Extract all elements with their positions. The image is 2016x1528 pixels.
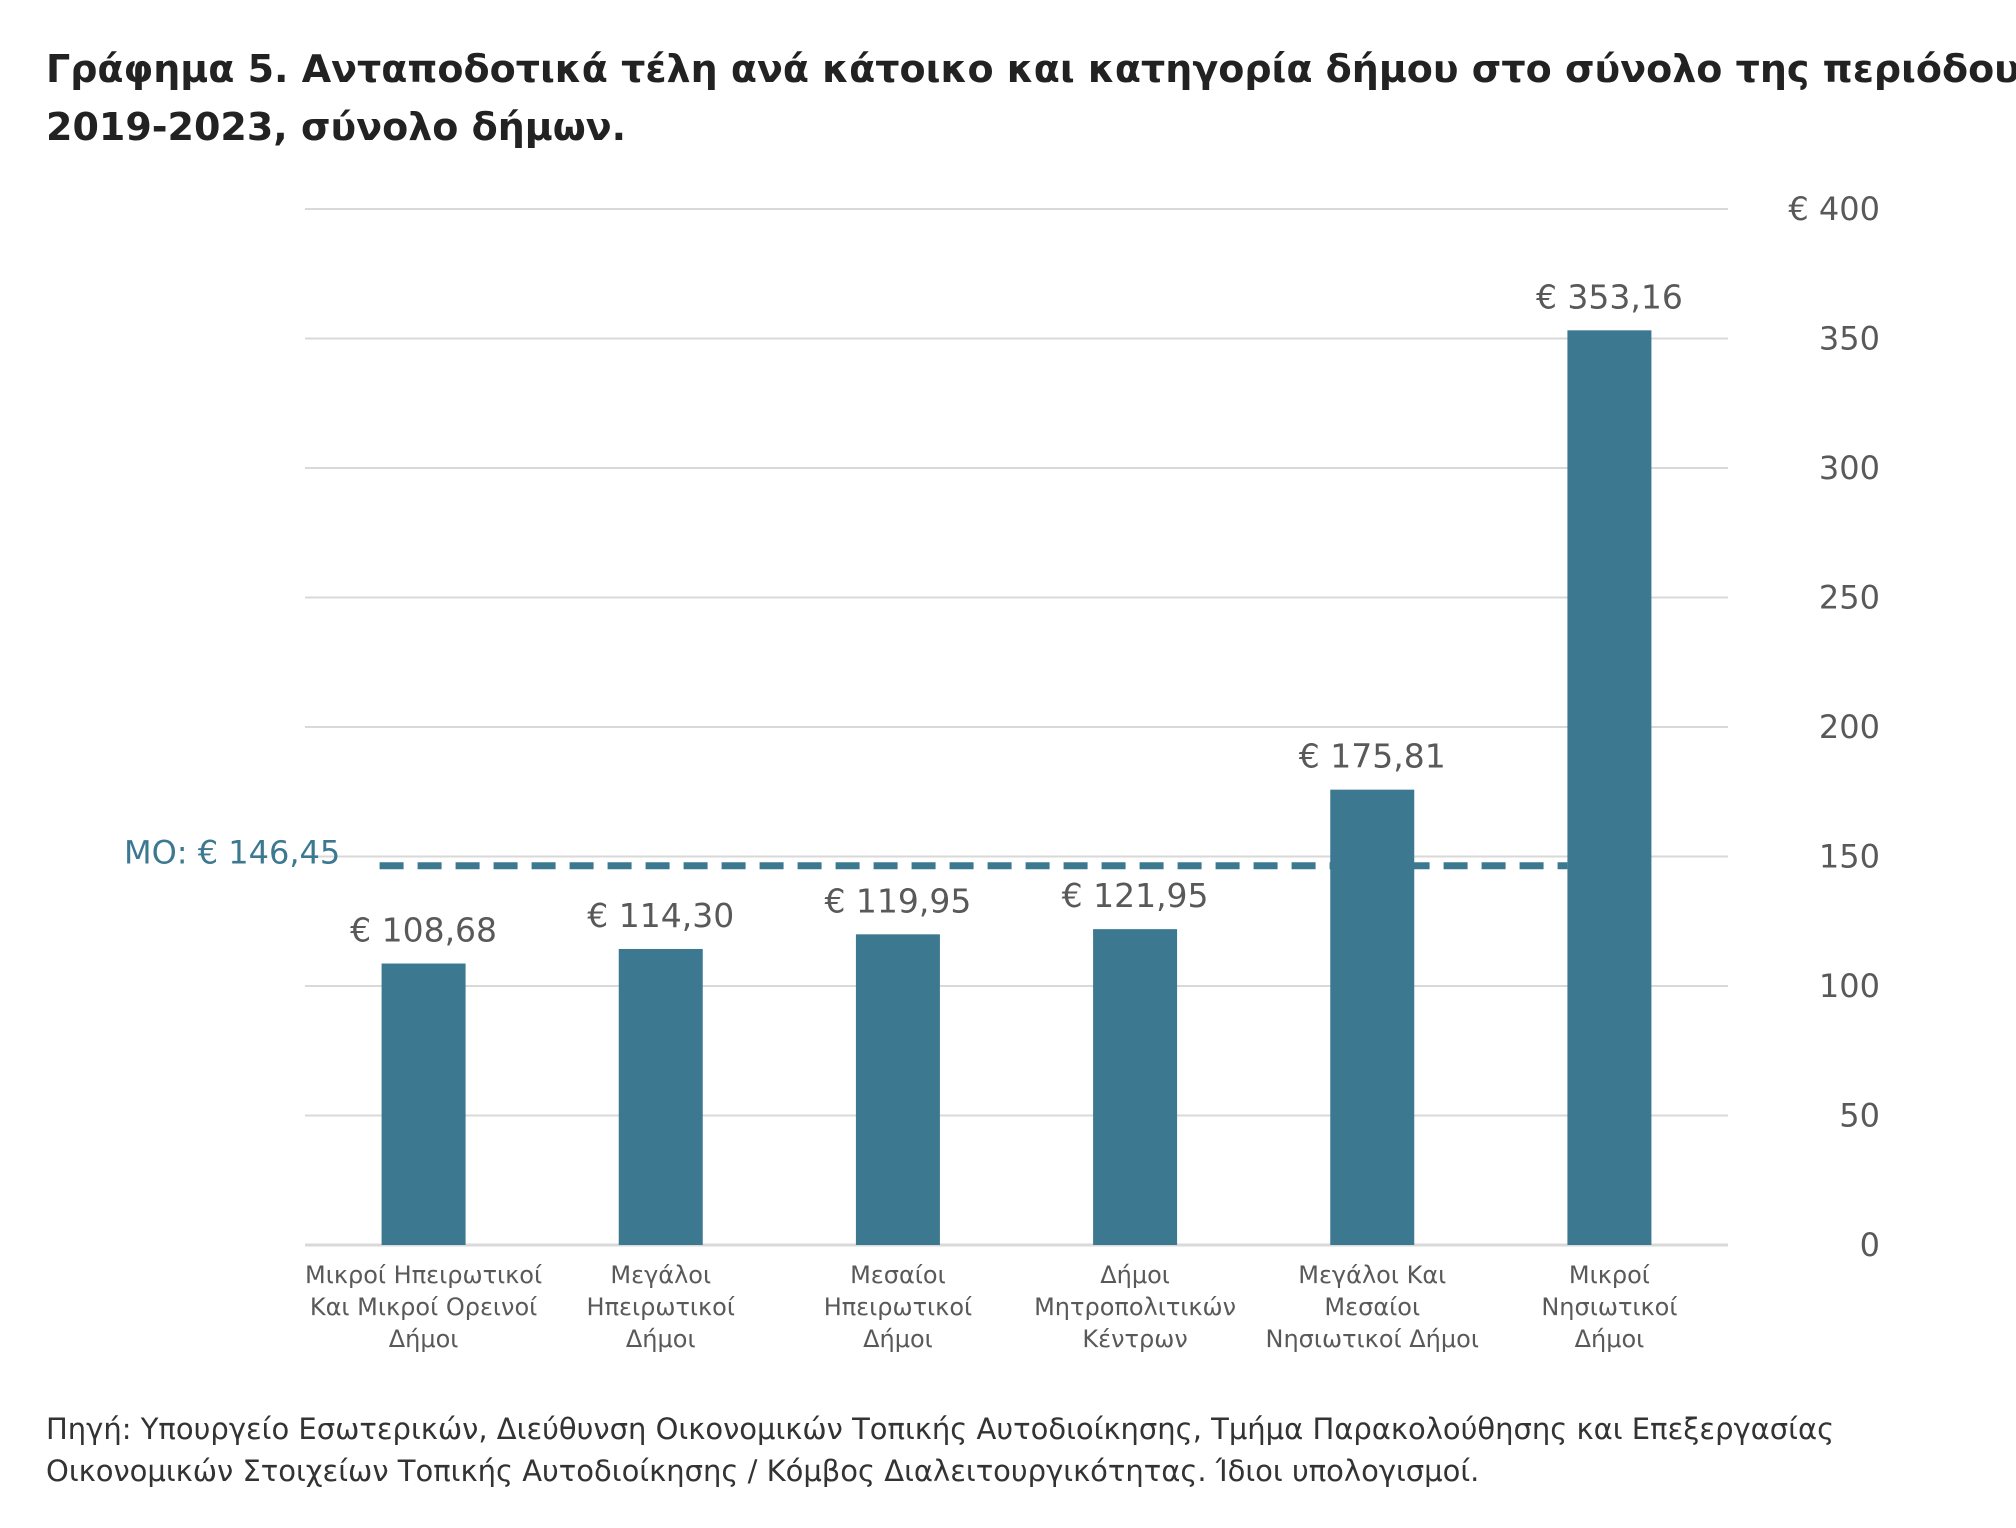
bars: [381, 330, 1652, 1245]
average-line-group: ΜΟ: € 146,45: [124, 834, 1568, 872]
x-tick-label-line: Μικροί: [1569, 1261, 1650, 1289]
chart-title-line-1: Γράφημα 5. Ανταποδοτικά τέλη ανά κάτοικο…: [46, 47, 2016, 91]
x-axis-category-labels: Μικροί Ηπειρωτικοί Και Μικροί Ορεινοί Δήμο…: [305, 1261, 1677, 1353]
x-tick-label-line: Δήμοι: [863, 1325, 933, 1353]
source-line-2: Οικονομικών Στοιχείων Τοπικής Αυτοδιοίκη…: [46, 1454, 1480, 1488]
bar: [618, 948, 703, 1245]
x-tick-label: Μεγάλοι Και Μεσαίοι Νησιωτικοί Δήμοι: [1266, 1261, 1479, 1353]
x-tick-label-line: Μικροί Ηπειρωτικοί: [305, 1261, 542, 1289]
x-tick-label: Μεγάλοι Ηπειρωτικοί Δήμοι: [587, 1261, 735, 1353]
x-tick-label-line: Μητροπολιτικών: [1034, 1293, 1236, 1321]
bar: [855, 934, 940, 1245]
x-tick-label-line: Νησιωτικοί Δήμοι: [1266, 1325, 1479, 1353]
y-tick-label: 50: [1839, 1097, 1880, 1135]
x-tick-label: Δήμοι Μητροπολιτικών Κέντρων: [1034, 1261, 1236, 1353]
source-note: Πηγή: Υπουργείο Εσωτερικών, Διεύθυνση Οι…: [46, 1408, 2006, 1492]
y-tick-label: € 400: [1788, 190, 1880, 228]
average-label: ΜΟ: € 146,45: [124, 834, 340, 872]
x-tick-label-line: Και Μικροί Ορεινοί: [310, 1293, 537, 1321]
data-label: € 353,16: [1536, 277, 1683, 316]
bar: [1093, 929, 1178, 1245]
x-tick-label-line: Μεσαίοι: [1324, 1293, 1420, 1321]
data-label: € 119,95: [824, 881, 971, 920]
y-tick-label: 150: [1819, 838, 1880, 876]
y-tick-label: 200: [1819, 708, 1880, 746]
x-tick-label: Μικροί Νησιωτικοί Δήμοι: [1541, 1261, 1677, 1353]
data-label: € 175,81: [1299, 737, 1446, 776]
x-tick-label-line: Ηπειρωτικοί: [587, 1293, 735, 1321]
data-label: € 108,68: [350, 911, 497, 950]
y-tick-label: 350: [1819, 320, 1880, 358]
x-tick-label-line: Δήμοι: [389, 1325, 459, 1353]
data-labels: € 108,68 € 114,30 € 119,95 € 121,95 € 175,81…: [350, 277, 1683, 949]
bar: [1567, 330, 1652, 1245]
bar: [1330, 789, 1415, 1245]
y-tick-label: 300: [1819, 449, 1880, 487]
y-tick-label: 250: [1819, 579, 1880, 617]
x-tick-label-line: Δήμοι: [1100, 1261, 1170, 1289]
x-tick-label-line: Κέντρων: [1082, 1325, 1187, 1353]
x-tick-label-line: Μεσαίοι: [850, 1261, 946, 1289]
x-tick-label-line: Δήμοι: [626, 1325, 696, 1353]
chart-title-line-2: 2019-2023, σύνολο δήμων.: [46, 105, 627, 149]
data-label: € 121,95: [1062, 876, 1209, 915]
x-tick-label: Μικροί Ηπειρωτικοί Και Μικροί Ορεινοί Δήμο…: [305, 1261, 542, 1353]
x-tick-label-line: Μεγάλοι Και: [1298, 1261, 1446, 1289]
x-tick-label-line: Ηπειρωτικοί: [824, 1293, 972, 1321]
bar: [381, 963, 466, 1245]
x-tick-label: Μεσαίοι Ηπειρωτικοί Δήμοι: [824, 1261, 972, 1353]
gridlines: [305, 208, 1728, 1247]
y-tick-label: 100: [1819, 967, 1880, 1005]
chart-title: Γράφημα 5. Ανταποδοτικά τέλη ανά κάτοικο…: [46, 40, 2016, 156]
data-label: € 114,30: [587, 896, 734, 935]
x-tick-label-line: Δήμοι: [1575, 1325, 1645, 1353]
x-tick-label-line: Νησιωτικοί: [1541, 1293, 1677, 1321]
y-tick-label: 0: [1860, 1226, 1880, 1264]
y-axis-ticks: 0 50 100 150 200 250 300 350 € 400: [1788, 190, 1880, 1264]
x-tick-label-line: Μεγάλοι: [610, 1261, 711, 1289]
source-line-1: Πηγή: Υπουργείο Εσωτερικών, Διεύθυνση Οι…: [46, 1412, 1835, 1446]
